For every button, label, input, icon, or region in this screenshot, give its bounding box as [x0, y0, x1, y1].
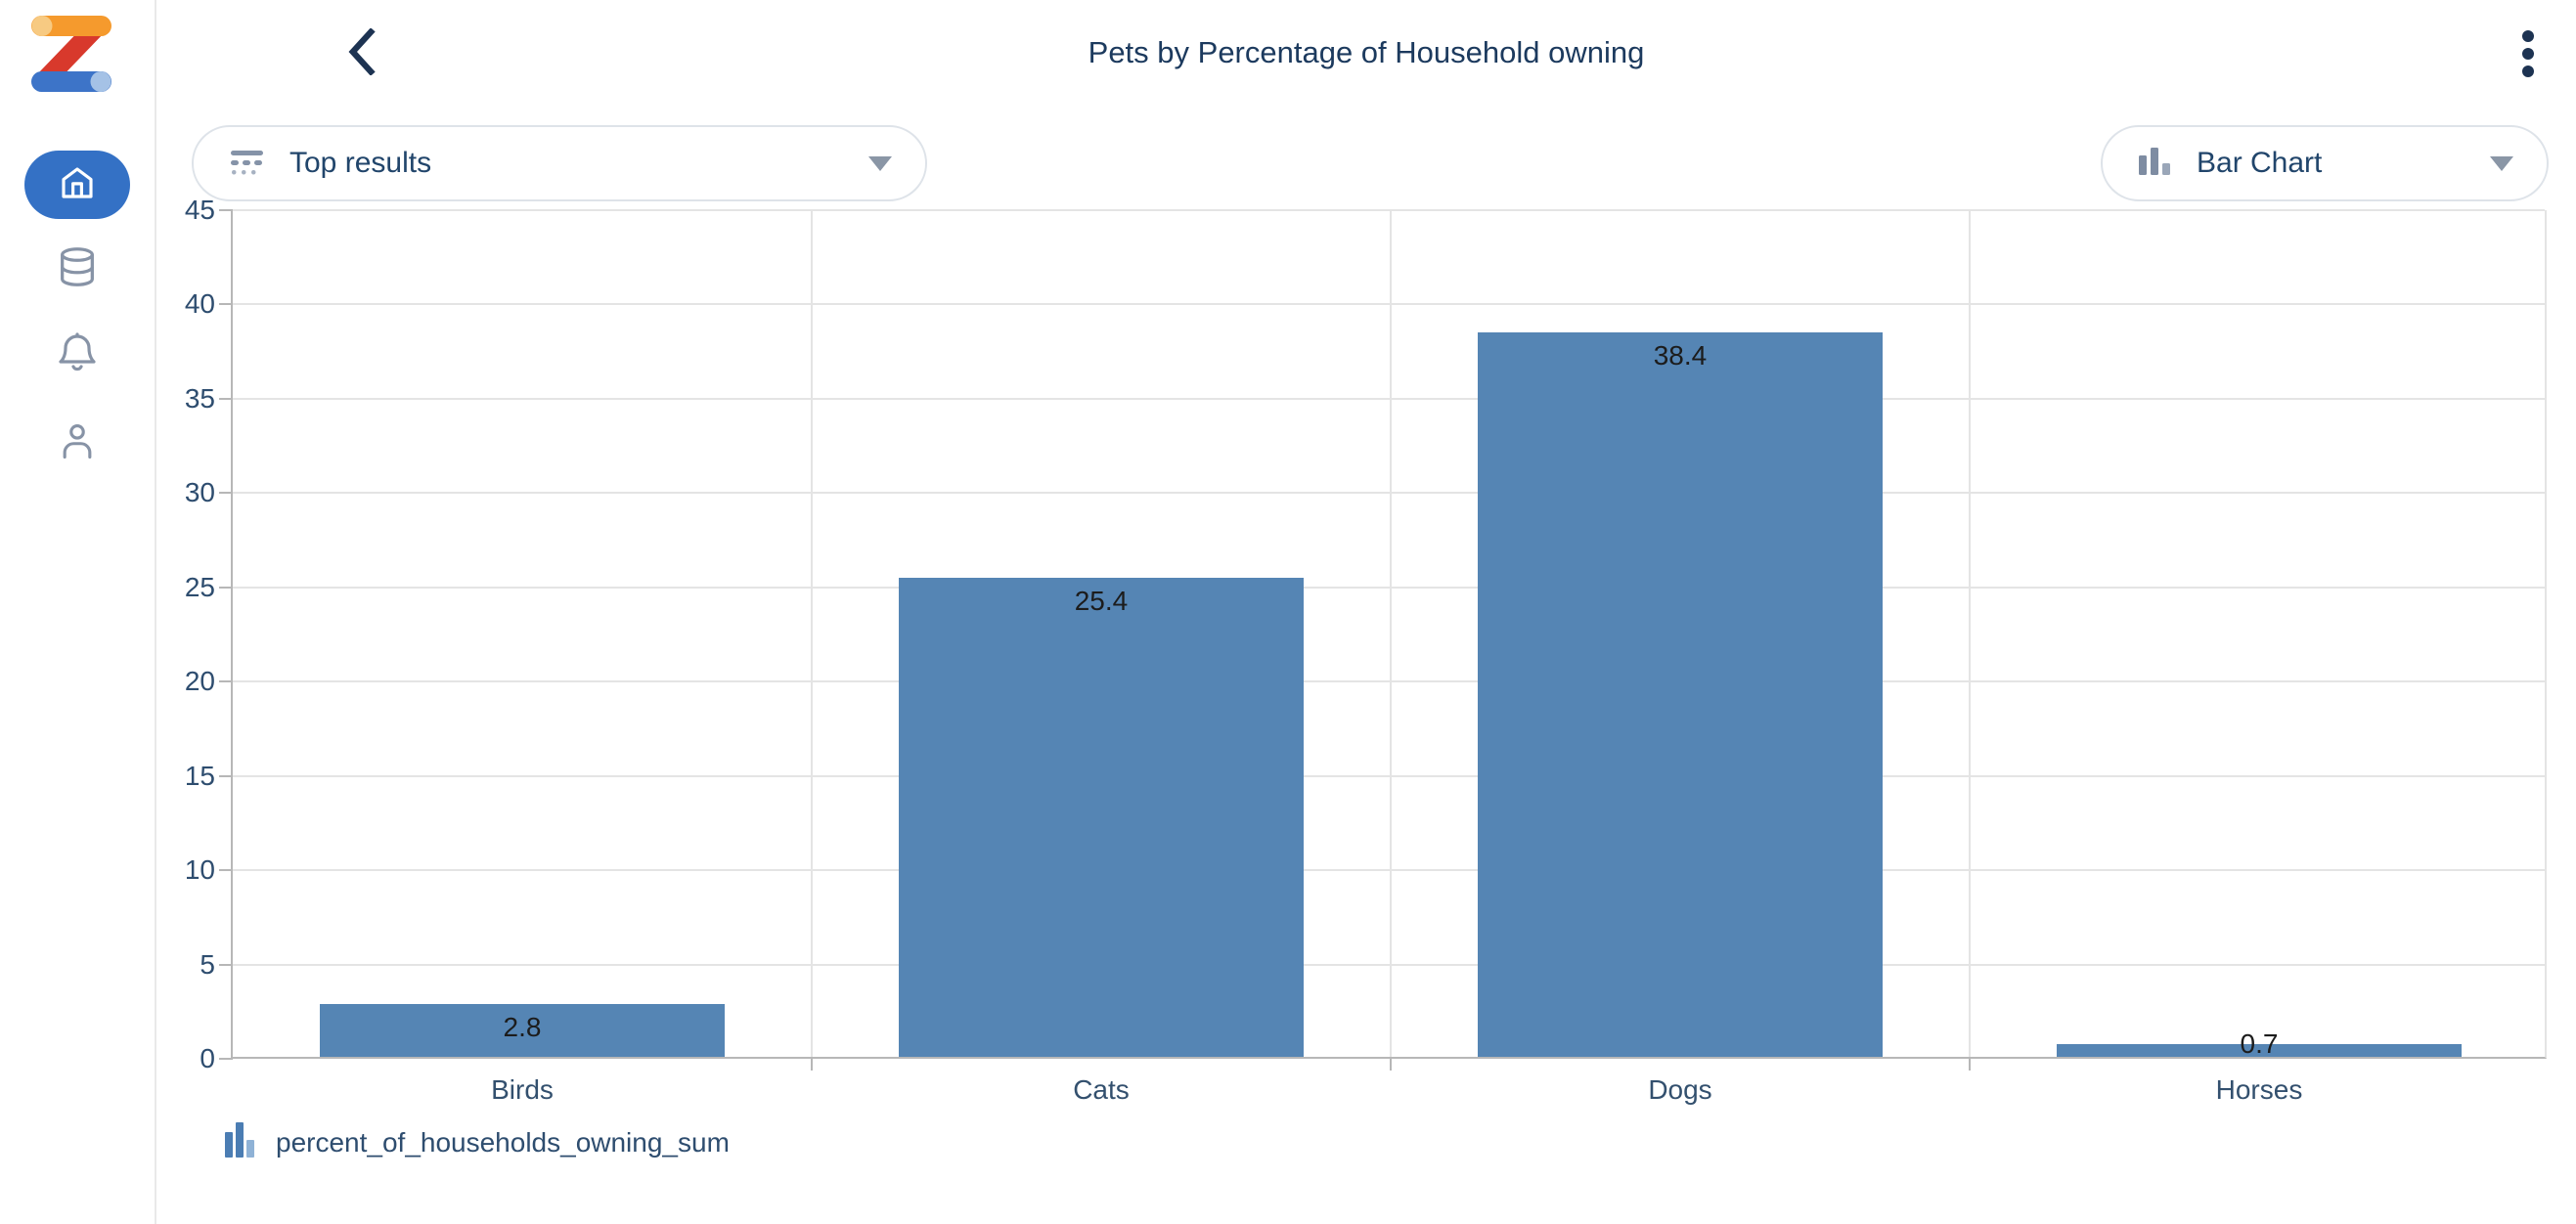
y-axis-tick: [219, 774, 233, 777]
zing-logo[interactable]: [27, 14, 115, 94]
sidebar-item-home[interactable]: [24, 151, 130, 219]
bar-birds[interactable]: [319, 1004, 726, 1057]
chevron-down-icon: [2490, 155, 2513, 171]
y-axis-tick: [219, 869, 233, 872]
y-axis-tick: [219, 680, 233, 683]
y-axis-tick: [219, 586, 233, 589]
y-axis-tick-label: 10: [184, 854, 215, 886]
kebab-menu-button[interactable]: [2506, 23, 2551, 84]
top-results-dropdown[interactable]: Top results: [192, 125, 927, 201]
bar-cats[interactable]: [898, 578, 1305, 1057]
bar-chart-icon: [2136, 143, 2173, 185]
bar-horses[interactable]: [2056, 1043, 2463, 1057]
y-axis-tick-label: 45: [184, 195, 215, 225]
x-gridline: [811, 210, 813, 1057]
page-title: Pets by Percentage of Household owning: [1088, 35, 1645, 69]
x-axis-category-label: Cats: [1073, 1074, 1130, 1105]
database-icon: [55, 244, 100, 294]
sidebar-item-profile[interactable]: [48, 414, 107, 472]
kebab-menu-icon: [2522, 30, 2534, 42]
y-axis-tick: [219, 397, 233, 400]
bell-icon: [54, 330, 101, 382]
sidebar-item-data-sources[interactable]: [48, 240, 107, 298]
y-gridline: [233, 397, 2545, 400]
home-icon: [57, 162, 98, 208]
x-gridline: [1969, 210, 1971, 1057]
bar-dogs[interactable]: [1477, 332, 1884, 1057]
y-axis-tick-label: 25: [184, 571, 215, 602]
sidebar: [0, 0, 156, 1224]
x-gridline: [1390, 210, 1392, 1057]
bar-value-label: 38.4: [1653, 340, 1708, 372]
chart-type-dropdown[interactable]: Bar Chart: [2101, 125, 2549, 201]
top-results-icon: [227, 142, 266, 186]
y-axis-tick: [219, 492, 233, 495]
legend-series-label: percent_of_households_owning_sum: [276, 1126, 730, 1158]
back-button[interactable]: [333, 20, 391, 88]
y-axis-tick-label: 5: [200, 948, 215, 980]
y-gridline: [233, 209, 2545, 211]
x-axis-tick: [811, 1057, 813, 1071]
y-gridline: [233, 774, 2545, 777]
bar-value-label: 25.4: [1074, 586, 1129, 617]
x-axis-category-label: Birds: [491, 1074, 554, 1105]
y-gridline: [233, 680, 2545, 683]
y-gridline: [233, 492, 2545, 495]
chevron-down-icon: [868, 155, 892, 171]
chevron-left-icon: [347, 26, 377, 80]
x-axis-category-label: Dogs: [1648, 1074, 1712, 1105]
legend-bar-chart-icon: [223, 1120, 258, 1164]
y-gridline: [233, 869, 2545, 872]
x-axis-tick: [1969, 1057, 1971, 1071]
top-results-label: Top results: [289, 147, 432, 179]
y-axis-tick-label: 20: [184, 666, 215, 697]
x-axis-tick: [1390, 1057, 1392, 1071]
y-axis-tick-label: 30: [184, 477, 215, 508]
y-gridline: [233, 303, 2545, 306]
y-axis-tick-label: 15: [184, 760, 215, 791]
y-axis-tick-label: 35: [184, 382, 215, 414]
bar-chart-plot-area: 0 5 10 15 20 25 30 35 40 45 2.8 Birds 25.4 Cats 38.4 Do…: [185, 195, 2547, 1105]
y-axis-tick-label: 40: [184, 288, 215, 320]
legend-item[interactable]: percent_of_households_owning_sum: [223, 1120, 730, 1164]
person-icon: [56, 419, 99, 467]
top-bar: Pets by Percentage of Household owning: [156, 0, 2576, 108]
y-axis-tick: [219, 303, 233, 306]
y-gridline: [233, 963, 2545, 966]
chart-type-label: Bar Chart: [2197, 147, 2323, 179]
bar-value-label: 2.8: [503, 1011, 542, 1042]
y-axis-tick: [219, 209, 233, 211]
y-gridline: [233, 586, 2545, 589]
y-axis-tick: [219, 963, 233, 966]
sidebar-item-notifications[interactable]: [48, 327, 107, 385]
bar-value-label: 0.7: [2240, 1028, 2279, 1060]
x-axis-category-label: Horses: [2215, 1074, 2303, 1105]
y-axis-tick: [219, 1058, 233, 1060]
y-axis-tick-label: 0: [200, 1043, 215, 1073]
